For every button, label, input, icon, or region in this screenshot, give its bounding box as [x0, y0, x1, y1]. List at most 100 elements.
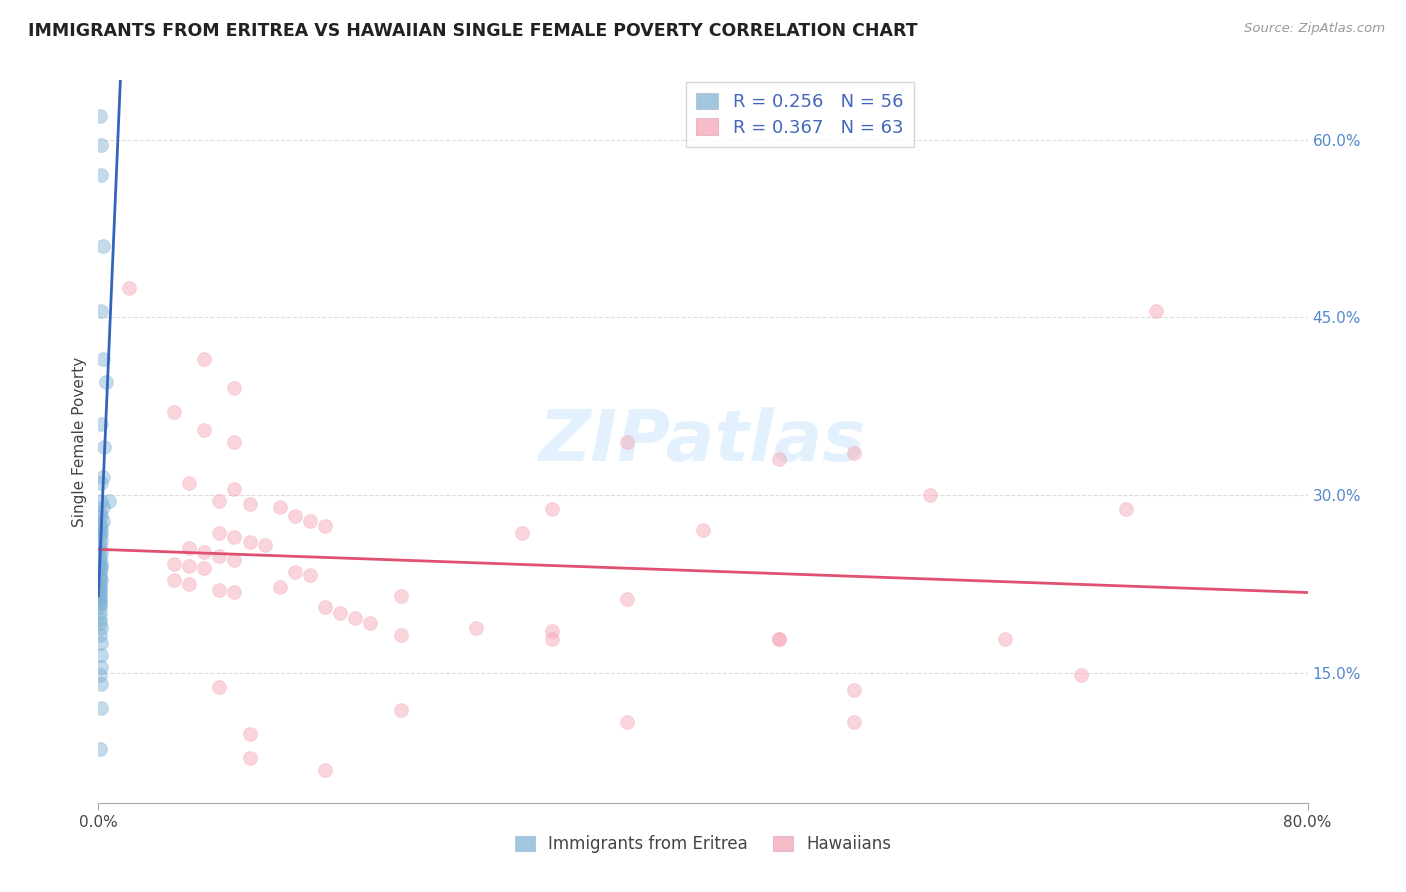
Point: [224, 585, 246, 599]
Point: [299, 568, 322, 582]
Point: [90, 509, 112, 524]
Point: [89, 538, 111, 552]
Text: IMMIGRANTS FROM ERITREA VS HAWAIIAN SINGLE FEMALE POVERTY CORRELATION CHART: IMMIGRANTS FROM ERITREA VS HAWAIIAN SING…: [28, 22, 918, 40]
Point: [269, 500, 291, 514]
Point: [118, 280, 141, 294]
Point: [90, 573, 112, 587]
Point: [90, 521, 112, 535]
Point: [208, 525, 231, 540]
Point: [89, 597, 111, 611]
Point: [90, 701, 112, 715]
Point: [389, 627, 412, 641]
Point: [90, 525, 112, 540]
Point: [510, 525, 533, 540]
Point: [90, 677, 112, 691]
Point: [768, 452, 790, 467]
Point: [90, 138, 112, 153]
Point: [389, 703, 412, 717]
Point: [360, 615, 382, 630]
Point: [224, 434, 246, 449]
Point: [89, 565, 111, 579]
Point: [692, 524, 714, 538]
Point: [224, 482, 246, 496]
Point: [91, 500, 114, 514]
Point: [344, 611, 367, 625]
Point: [89, 742, 111, 756]
Point: [844, 446, 866, 460]
Point: [540, 624, 562, 638]
Point: [89, 585, 111, 599]
Point: [994, 632, 1017, 647]
Point: [269, 580, 291, 594]
Point: [616, 592, 638, 607]
Point: [90, 304, 112, 318]
Point: [89, 517, 111, 532]
Point: [89, 576, 111, 591]
Point: [89, 529, 111, 543]
Point: [540, 632, 562, 647]
Point: [179, 475, 201, 490]
Point: [89, 592, 111, 607]
Point: [89, 668, 111, 682]
Point: [163, 557, 186, 571]
Point: [89, 582, 111, 597]
Text: ZIPatlas: ZIPatlas: [540, 407, 866, 476]
Point: [239, 535, 262, 549]
Point: [89, 627, 111, 641]
Point: [224, 531, 246, 545]
Point: [193, 351, 215, 366]
Point: [90, 168, 112, 182]
Point: [208, 549, 231, 564]
Point: [299, 514, 322, 528]
Point: [616, 715, 638, 730]
Point: [253, 538, 276, 552]
Legend: Immigrants from Eritrea, Hawaiians: Immigrants from Eritrea, Hawaiians: [508, 828, 898, 860]
Point: [90, 493, 112, 508]
Point: [208, 680, 231, 694]
Text: Source: ZipAtlas.com: Source: ZipAtlas.com: [1244, 22, 1385, 36]
Point: [284, 565, 307, 579]
Point: [193, 561, 215, 575]
Point: [844, 715, 866, 730]
Y-axis label: Single Female Poverty: Single Female Poverty: [72, 357, 87, 526]
Point: [163, 573, 186, 587]
Point: [239, 497, 262, 511]
Point: [314, 763, 336, 777]
Point: [89, 607, 111, 621]
Point: [89, 571, 111, 585]
Point: [90, 659, 112, 673]
Point: [768, 632, 790, 647]
Point: [98, 493, 121, 508]
Point: [208, 493, 231, 508]
Point: [90, 620, 112, 634]
Point: [224, 381, 246, 395]
Point: [90, 636, 112, 650]
Point: [224, 553, 246, 567]
Point: [193, 423, 215, 437]
Point: [89, 568, 111, 582]
Point: [616, 434, 638, 449]
Point: [239, 727, 262, 741]
Point: [89, 589, 111, 603]
Point: [89, 558, 111, 573]
Point: [179, 558, 201, 573]
Point: [89, 541, 111, 556]
Point: [90, 561, 112, 575]
Point: [768, 632, 790, 647]
Point: [239, 751, 262, 765]
Point: [90, 417, 112, 431]
Point: [89, 594, 111, 608]
Point: [93, 441, 115, 455]
Point: [89, 549, 111, 564]
Point: [314, 600, 336, 615]
Point: [89, 600, 111, 615]
Point: [389, 589, 412, 603]
Point: [540, 502, 562, 516]
Point: [90, 544, 112, 558]
Point: [314, 518, 336, 533]
Point: [89, 109, 111, 123]
Point: [91, 514, 114, 528]
Point: [89, 524, 111, 538]
Point: [91, 239, 114, 253]
Point: [89, 553, 111, 567]
